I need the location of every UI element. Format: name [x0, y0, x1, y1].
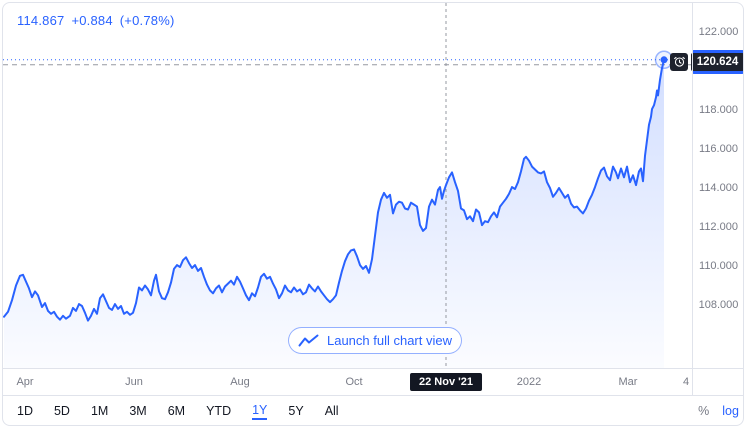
range-button-1d[interactable]: 1D [17, 403, 33, 418]
range-button-5d[interactable]: 5D [53, 403, 70, 418]
time-axis[interactable]: 22 Nov '21 Apr Jun Aug Oct 2022 Mar 4 [2, 369, 692, 395]
range-button-ytd[interactable]: YTD [206, 403, 232, 418]
crosshair-date-badge: 22 Nov '21 [410, 373, 482, 391]
range-button-all[interactable]: All [324, 403, 339, 418]
last-point-marker [660, 56, 668, 64]
toolbar-divider [3, 395, 743, 396]
time-tick-label: Oct [345, 376, 363, 388]
quote-change: +0.884 [71, 13, 113, 28]
xaxis-divider [3, 368, 743, 369]
quote-change-percent: (+0.78%) [119, 13, 175, 28]
price-tick-label: 116.000 [699, 143, 738, 155]
price-line-series [3, 58, 665, 322]
price-tick-label: 108.000 [698, 299, 739, 311]
price-tick-label: 122.000 [698, 26, 739, 38]
date-range-toolbar: 1D 5D 1M 3M 6M YTD 1Y 5Y All [2, 396, 692, 426]
last-price-badge: 120.624 [691, 52, 744, 71]
time-tick-label: Mar [618, 376, 638, 388]
range-button-5y[interactable]: 5Y [288, 403, 304, 418]
time-tick-label: Aug [230, 376, 250, 388]
area-fill [4, 59, 664, 369]
quote-last-price: 114.867 [17, 13, 65, 28]
scale-toggles: % log [693, 396, 744, 426]
range-button-3m[interactable]: 3M [129, 403, 147, 418]
range-button-1y[interactable]: 1Y [252, 402, 268, 420]
add-alert-clock-icon[interactable] [670, 52, 688, 71]
price-tick-label: 118.000 [699, 104, 738, 116]
time-tick-label: Jun [125, 376, 143, 388]
range-button-6m[interactable]: 6M [167, 403, 186, 418]
price-tick-label: 112.000 [699, 221, 738, 233]
launch-full-chart-button[interactable]: Launch full chart view [288, 327, 462, 354]
price-tick-label: 114.000 [699, 182, 738, 194]
log-scale-toggle[interactable]: log [722, 404, 739, 418]
line-chart-icon [298, 334, 319, 347]
price-axis[interactable]: 122.000120.000118.000116.000114.000112.0… [693, 2, 744, 368]
percent-scale-toggle[interactable]: % [698, 404, 710, 418]
launch-button-label: Launch full chart view [326, 333, 452, 348]
time-tick-label: 2022 [516, 376, 542, 388]
quote-summary: 114.867 +0.884 (+0.78%) [17, 13, 174, 28]
time-tick-label: Apr [16, 376, 34, 388]
time-tick-label: 4 [682, 376, 690, 388]
axis-divider [692, 3, 693, 395]
price-tick-label: 110.000 [699, 260, 738, 272]
range-button-1m[interactable]: 1M [90, 403, 109, 418]
